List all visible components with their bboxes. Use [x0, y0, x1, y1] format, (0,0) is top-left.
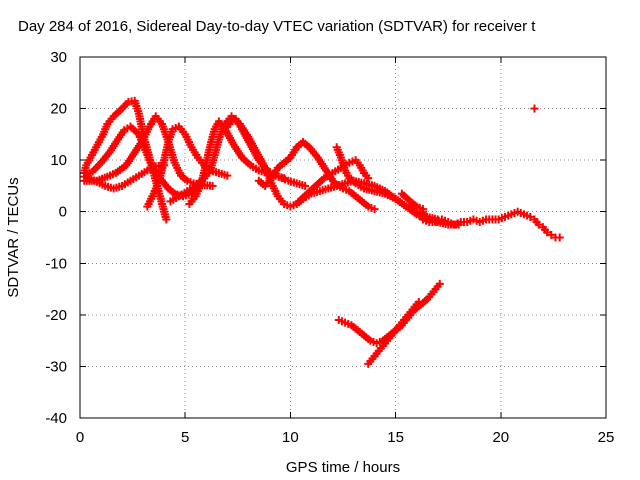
- data-point: [555, 233, 564, 242]
- x-tick-label: 15: [387, 429, 404, 446]
- x-tick-label: 10: [282, 429, 299, 446]
- y-tick-label: -20: [45, 307, 67, 324]
- y-tick-label: 10: [50, 152, 67, 169]
- x-tick-label: 5: [181, 429, 189, 446]
- data-point: [414, 297, 423, 306]
- data-point: [223, 171, 232, 180]
- data-point: [162, 215, 171, 224]
- x-tick-label: 20: [492, 429, 509, 446]
- data-point: [301, 181, 310, 190]
- data-point: [526, 212, 535, 221]
- y-tick-label: -40: [45, 410, 67, 427]
- y-tick-label: -30: [45, 358, 67, 375]
- data-point: [370, 205, 379, 214]
- data-point: [208, 181, 217, 190]
- y-tick-label: 30: [50, 49, 67, 66]
- grid-lines: [80, 57, 606, 418]
- data-point: [534, 220, 543, 229]
- y-tick-label: -10: [45, 255, 67, 272]
- chart-title: Day 284 of 2016, Sidereal Day-to-day VTE…: [18, 18, 536, 35]
- y-tick-label: 20: [50, 101, 67, 118]
- data-point: [530, 104, 539, 113]
- x-tick-label: 25: [598, 429, 615, 446]
- y-tick-label: 0: [59, 204, 67, 221]
- y-axis-label: SDTVAR / TECUs: [5, 177, 22, 297]
- data-point: [543, 228, 552, 237]
- data-point: [435, 279, 444, 288]
- data-points: [80, 96, 564, 368]
- data-point: [364, 174, 373, 183]
- data-point: [547, 230, 556, 239]
- x-tick-label: 0: [76, 429, 84, 446]
- plot-frame: [79, 56, 607, 419]
- x-axis-label: GPS time / hours: [286, 459, 400, 476]
- axis-ticks: 0 5 10 15 20 25 -40 -30 -20 -10 0 10 20 30: [45, 49, 614, 446]
